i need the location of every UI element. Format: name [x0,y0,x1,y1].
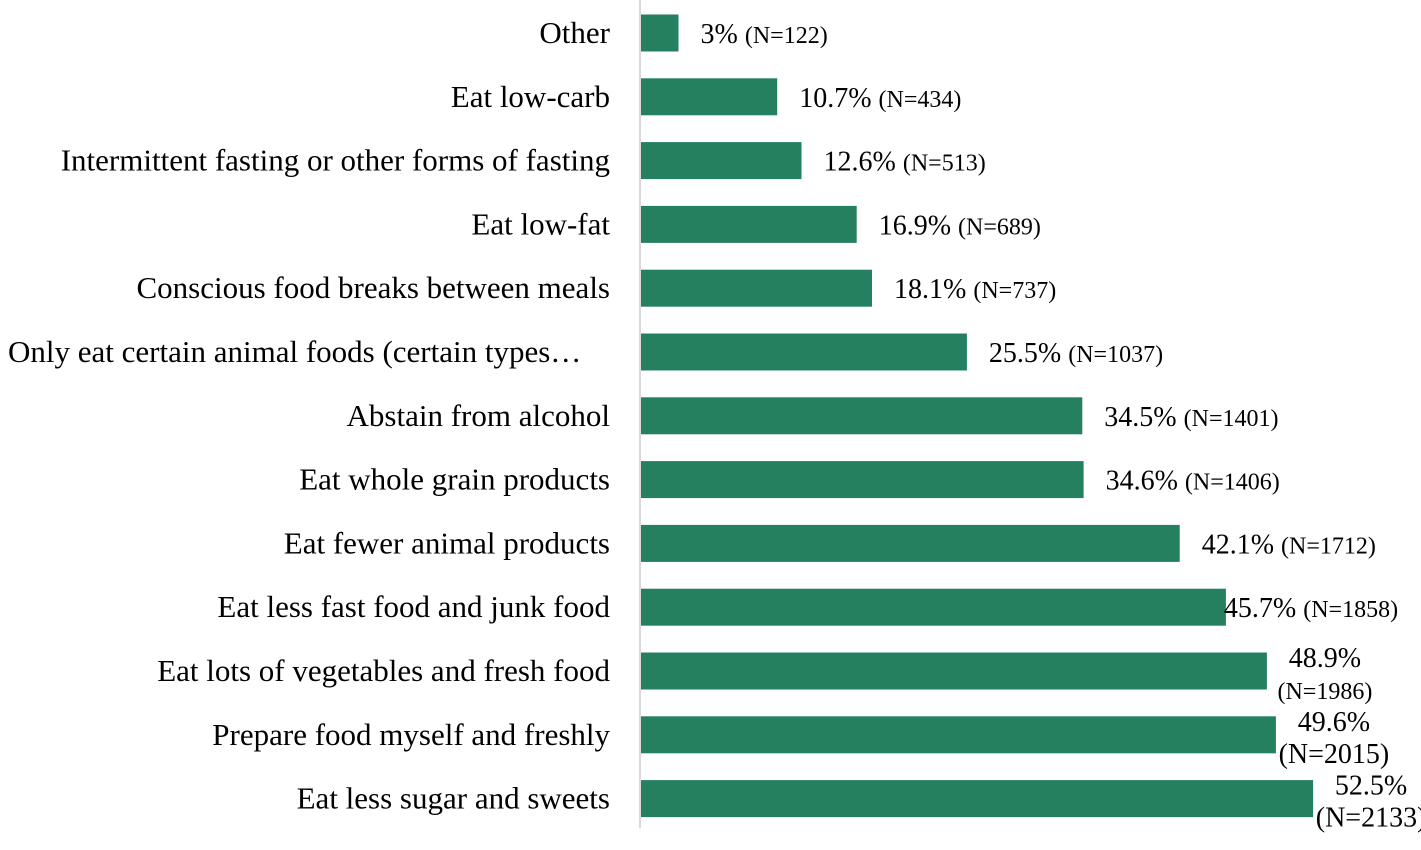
data-label-n: (N=1037) [1068,342,1163,368]
bar [640,397,1083,435]
category-label: Only eat certain animal foods (certain t… [8,334,581,369]
bar [640,333,967,371]
data-label-n: (N=2133) [1316,803,1421,834]
data-label: 45.7% (N=1858) [1224,593,1398,624]
bars-group [640,14,1314,818]
data-label: 34.5% (N=1401) [1104,402,1278,433]
data-label-n: (N=1986) [1277,679,1372,705]
category-label: Prepare food myself and freshly [212,717,610,752]
bar [640,205,857,243]
data-label-n: (N=1858) [1303,597,1398,623]
data-label-n: (N=434) [879,87,962,113]
data-label-percent: 10.7% [799,83,871,114]
bar [640,78,778,116]
category-label: Eat low-fat [471,206,610,241]
bar [640,461,1084,499]
data-label: 42.1% (N=1712) [1202,529,1376,560]
data-label: 12.6% (N=513) [824,147,986,178]
bar [640,588,1226,626]
category-label: Abstain from alcohol [347,398,610,433]
data-label: 10.7% (N=434) [799,83,961,114]
bar [640,269,872,307]
data-label: 3% (N=122) [701,19,828,50]
category-label: Eat lots of vegetables and fresh food [157,653,610,688]
data-label-n: (N=1712) [1281,533,1376,559]
data-label-percent: 42.1% [1202,529,1274,560]
data-label-percent: 45.7% [1224,593,1296,624]
bar [640,524,1180,562]
category-label: Eat whole grain products [299,462,610,497]
data-label-percent: 25.5% [989,338,1061,369]
data-label-n: (N=513) [903,151,986,177]
data-label-n: (N=122) [745,23,828,49]
category-label: Eat low-carb [451,79,610,114]
bar [640,142,802,180]
data-label: 16.9% (N=689) [879,210,1041,241]
data-label-percent: 18.1% [894,274,966,305]
data-label-percent: 34.5% [1104,402,1176,433]
data-label-n: (N=2015) [1279,739,1390,770]
bar [640,716,1276,754]
category-label: Eat fewer animal products [284,525,610,560]
data-label-percent: 16.9% [879,210,951,241]
data-label: 25.5% (N=1037) [989,338,1163,369]
data-label-n: (N=689) [958,214,1041,240]
category-labels-group: Other Eat low-carb Intermittent fasting or… [8,15,611,816]
data-label-n: (N=1406) [1185,470,1280,496]
category-label: Eat less sugar and sweets [297,781,610,816]
data-label: 18.1% (N=737) [894,274,1056,305]
bar [640,780,1314,818]
data-label-n: (N=1401) [1184,406,1279,432]
data-label-percent: 34.6% [1106,466,1178,497]
category-label: Other [539,15,610,50]
data-label-n: (N=737) [973,278,1056,304]
data-label: 34.6% (N=1406) [1106,466,1280,497]
data-label-percent: 3% [701,19,738,50]
data-label-percent: 52.5% [1335,771,1407,802]
category-label: Eat less fast food and junk food [217,589,610,624]
category-label: Intermittent fasting or other forms of f… [61,143,610,178]
bar [640,14,679,52]
category-label: Conscious food breaks between meals [137,270,611,305]
data-labels-group: 3% (N=122) 10.7% (N=434) 12.6% (N=513) 16.9… [701,19,1421,834]
bar [640,652,1267,690]
data-label-percent: 12.6% [824,147,896,178]
data-label-percent: 48.9% [1289,643,1361,674]
data-label-percent: 49.6% [1298,707,1370,738]
